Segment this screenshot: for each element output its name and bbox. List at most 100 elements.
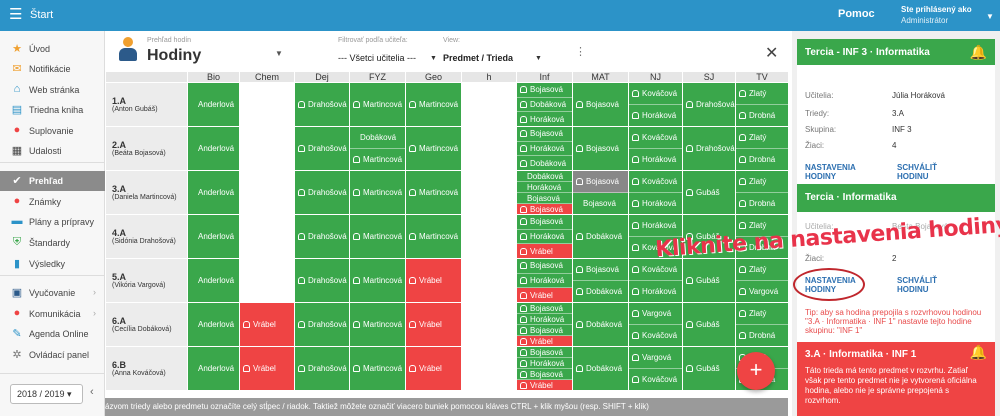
lesson-entry[interactable]: Drahošová (295, 303, 349, 346)
column-header[interactable]: Inf (516, 71, 573, 83)
lesson-entry[interactable]: Horáková (517, 112, 572, 127)
class-cell[interactable]: 2.A (Beáta Bojasová) (105, 126, 188, 171)
lesson-cell[interactable]: Drahošová (294, 258, 350, 303)
class-cell[interactable]: 5.A (Vikória Vargová) (105, 258, 188, 303)
lesson-entry[interactable]: Drahošová (295, 215, 349, 258)
lesson-entry[interactable]: Martincová (406, 215, 461, 258)
lesson-card-1[interactable]: Tercia - INF 3 · Informatika 🔔 Učitelia:… (797, 39, 995, 199)
lesson-cell[interactable]: Martincová (349, 214, 406, 259)
lesson-entry[interactable]: Martincová (350, 303, 405, 346)
lesson-cell[interactable]: Martincová (405, 214, 462, 259)
lesson-entry[interactable]: Vrábel (240, 347, 294, 390)
lesson-entry[interactable]: Bojasová (573, 83, 628, 126)
lesson-entry[interactable]: Drobná (736, 149, 788, 170)
lesson-entry[interactable]: Martincová (350, 83, 405, 126)
lesson-entry[interactable] (240, 171, 294, 214)
lesson-cell[interactable]: Martincová (349, 346, 406, 391)
lesson-cell[interactable] (461, 302, 517, 347)
teacher-filter-select[interactable]: --- Všetci učitelia --- (338, 53, 417, 63)
sidebar-item-prehľad[interactable]: ✔ Prehľad (0, 171, 105, 191)
lesson-entry[interactable] (462, 347, 516, 390)
lesson-entry[interactable]: Martincová (350, 171, 405, 214)
lesson-cell[interactable]: Bojasová Horáková Vrábel (516, 258, 573, 303)
lesson-entry[interactable]: Bojasová (517, 325, 572, 336)
lesson-entry[interactable]: Kováčová (629, 83, 682, 105)
lesson-cell[interactable]: Drahošová (294, 82, 350, 127)
sidebar-item-suplovanie[interactable]: ● Suplovanie (0, 121, 105, 141)
lesson-entry[interactable]: Horáková (629, 149, 682, 170)
approve-lesson-link[interactable]: SCHVÁLIŤ HODINU (897, 163, 937, 181)
lesson-cell[interactable]: Bojasová Horáková Bojasová Vrábel (516, 302, 573, 347)
lesson-cell[interactable]: Drahošová (682, 82, 736, 127)
lesson-entry[interactable]: Dobáková (517, 156, 572, 171)
lesson-entry[interactable]: Kováčová (629, 171, 682, 193)
lesson-entry[interactable]: Zlatý (736, 303, 788, 325)
lesson-entry[interactable]: Horáková (517, 141, 572, 157)
chevron-down-icon[interactable]: ▼ (986, 12, 994, 21)
lesson-entry[interactable]: Bojasová (517, 259, 572, 274)
lesson-cell[interactable]: Vargová Kováčová (628, 346, 683, 391)
sidebar-item-triedna-kniha[interactable]: ▤ Triedna kniha (0, 100, 105, 120)
lesson-entry[interactable]: Anderlová (188, 171, 239, 214)
lesson-entry[interactable]: Zlatý (736, 127, 788, 149)
lesson-entry[interactable]: Kováčová (629, 325, 682, 346)
lesson-cell[interactable] (239, 214, 295, 259)
lesson-entry[interactable]: Anderlová (188, 347, 239, 390)
lesson-settings-link[interactable]: NASTAVENIA HODINY (805, 163, 856, 181)
lesson-entry[interactable]: Dobáková (517, 171, 572, 182)
lesson-entry[interactable]: Horáková (517, 273, 572, 289)
lesson-entry[interactable]: Zlatý (736, 259, 788, 281)
lesson-entry[interactable]: Bojasová (573, 193, 628, 214)
lesson-entry[interactable]: Martincová (406, 127, 461, 170)
lesson-entry[interactable]: Horáková (629, 105, 682, 126)
lesson-cell[interactable]: Drahošová (294, 170, 350, 215)
lesson-entry[interactable]: Anderlová (188, 83, 239, 126)
lesson-entry[interactable]: Vrábel (406, 303, 461, 346)
column-header[interactable]: h (461, 71, 517, 83)
column-header[interactable]: SJ (682, 71, 736, 83)
lesson-entry[interactable] (240, 259, 294, 302)
lesson-entry[interactable]: Dobáková (517, 97, 572, 113)
lesson-cell[interactable]: Bojasová Horáková Dobáková (516, 126, 573, 171)
lesson-cell[interactable] (461, 258, 517, 303)
lesson-cell[interactable]: Kováčová Horáková (628, 170, 683, 215)
lesson-entry[interactable]: Kováčová (629, 259, 682, 281)
sidebar-item-ovládací-panel[interactable]: ✲ Ovládací panel (0, 345, 105, 365)
lesson-cell[interactable]: Kováčová Horáková (628, 82, 683, 127)
lesson-entry[interactable]: Martincová (350, 259, 405, 302)
user-line1[interactable]: Ste prihlásený ako (901, 5, 972, 14)
lesson-entry[interactable]: Bojasová (573, 171, 628, 193)
lesson-cell[interactable]: Martincová (405, 170, 462, 215)
lesson-entry[interactable]: Bojasová (517, 369, 572, 380)
lesson-cell[interactable]: Dobáková (572, 346, 629, 391)
lesson-entry[interactable]: Anderlová (188, 127, 239, 170)
lesson-entry[interactable] (240, 215, 294, 258)
lesson-cell[interactable]: Zlatý Drobná (735, 170, 788, 215)
lesson-entry[interactable]: Bojasová (517, 193, 572, 204)
lesson-cell[interactable] (461, 170, 517, 215)
lesson-cell[interactable]: Gubáš (682, 302, 736, 347)
sidebar-item-notifikácie[interactable]: ✉ Notifikácie (0, 59, 105, 79)
lesson-cell[interactable]: Anderlová (187, 170, 240, 215)
lesson-entry[interactable]: Drobná (736, 237, 788, 258)
lesson-cell[interactable]: Bojasová Bojasová (572, 170, 629, 215)
lesson-cell[interactable]: Bojasová Horáková Bojasová Vrábel (516, 346, 573, 391)
lesson-entry[interactable]: Vrábel (517, 288, 572, 303)
column-header[interactable]: TV (735, 71, 788, 83)
lesson-entry[interactable] (462, 303, 516, 346)
lesson-cell[interactable]: Dobáková Martincová (349, 126, 406, 171)
class-cell[interactable]: 1.A (Anton Gubáš) (105, 82, 188, 127)
lesson-entry[interactable]: Vrábel (240, 303, 294, 346)
lesson-entry[interactable]: Dobáková (573, 281, 628, 302)
lesson-entry[interactable]: Martincová (350, 149, 405, 170)
lesson-cell[interactable]: Martincová (349, 170, 406, 215)
lesson-cell[interactable]: Anderlová (187, 302, 240, 347)
lesson-entry[interactable]: Bojasová (517, 215, 572, 230)
lesson-cell[interactable]: Martincová (405, 126, 462, 171)
lesson-cell[interactable]: Gubáš (682, 346, 736, 391)
lesson-entry[interactable]: Gubáš (683, 171, 735, 214)
lesson-entry[interactable]: Drobná (736, 325, 788, 346)
lesson-cell[interactable]: Zlatý Drobná (735, 214, 788, 259)
lesson-entry[interactable]: Anderlová (188, 303, 239, 346)
lesson-cell[interactable]: Bojasová Horáková Vrábel (516, 214, 573, 259)
